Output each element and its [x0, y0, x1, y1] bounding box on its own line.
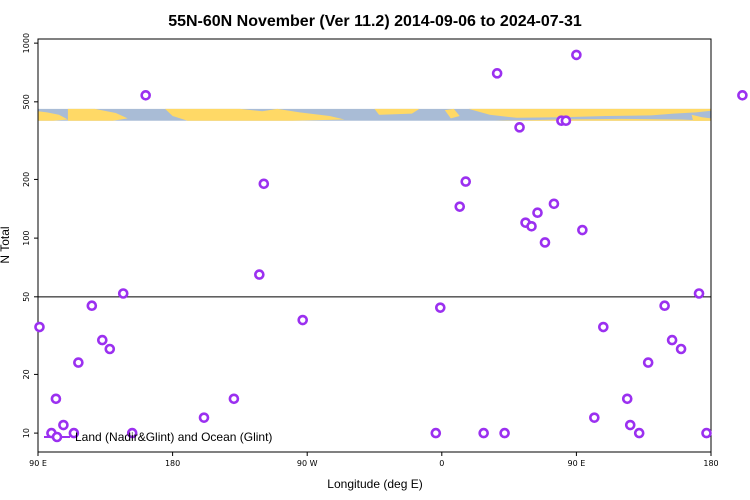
map-land-7 [691, 114, 711, 121]
data-point [514, 122, 525, 133]
world-map-strip [38, 108, 711, 121]
data-point [58, 419, 69, 431]
map-land-1 [67, 108, 128, 121]
y-tick-label: 100 [22, 230, 31, 245]
data-point [228, 393, 240, 405]
data-point [532, 207, 543, 219]
data-point [430, 427, 442, 439]
data-point [117, 288, 129, 299]
data-point [598, 321, 609, 333]
data-point [633, 427, 645, 439]
data-point [478, 427, 489, 439]
y-tick-label: 50 [22, 292, 31, 302]
data-point [621, 393, 633, 405]
x-axis-ticks: 90 E 180 90 W 0 90 E 180 [29, 452, 719, 468]
data-points [34, 49, 748, 439]
map-ocean [38, 108, 711, 121]
x-tick-label: 90 W [297, 459, 318, 468]
data-point [68, 427, 80, 439]
data-point [499, 427, 510, 439]
data-point [73, 357, 84, 368]
map-land-6 [494, 118, 711, 121]
data-point [140, 90, 151, 101]
data-point [198, 412, 210, 423]
data-point [297, 314, 309, 326]
data-point [97, 334, 108, 346]
map-land-2 [165, 108, 345, 121]
legend-marker [51, 431, 63, 443]
data-point [526, 220, 537, 232]
data-point [642, 357, 654, 368]
data-point [560, 115, 572, 127]
data-point [624, 419, 636, 431]
y-tick-label: 200 [22, 172, 31, 187]
data-point [460, 176, 472, 187]
legend-label: Land (Nadir&Glint) and Ocean (Glint) [75, 430, 272, 444]
x-axis-label: Longitude (deg E) [327, 477, 422, 491]
x-tick-label: 0 [439, 459, 444, 468]
y-tick-label: 10 [22, 428, 31, 438]
data-point [254, 269, 265, 280]
map-land-3 [374, 108, 420, 115]
data-point [491, 68, 503, 79]
data-point [659, 300, 670, 312]
data-point [34, 321, 45, 333]
data-point [675, 343, 687, 355]
x-tick-label: 90 E [568, 459, 586, 468]
data-point [571, 49, 582, 61]
data-point [737, 90, 748, 101]
data-point [548, 198, 560, 210]
data-point [126, 427, 138, 439]
data-point [666, 334, 678, 346]
y-axis-ticks: 10 20 50 100 200 500 1000 [22, 33, 38, 438]
map-land-5 [468, 108, 711, 118]
data-point [258, 178, 270, 190]
data-point [435, 302, 446, 313]
plot-frame [37, 38, 712, 453]
y-tick-label: 20 [22, 369, 31, 379]
data-point [539, 237, 551, 248]
data-point [701, 427, 712, 439]
data-point [454, 201, 466, 212]
x-tick-label: 180 [165, 459, 180, 468]
x-tick-label: 180 [703, 459, 718, 468]
data-point [86, 300, 98, 312]
data-point [50, 393, 62, 405]
y-axis-label: N Total [0, 226, 12, 263]
map-land-4 [444, 108, 460, 119]
y-tick-label: 1000 [22, 33, 31, 53]
map-land-0 [38, 111, 68, 121]
data-point [577, 224, 588, 236]
data-point [104, 343, 116, 355]
chart-title: 55N-60N November (Ver 11.2) 2014-09-06 t… [168, 13, 582, 30]
y-tick-label: 500 [22, 94, 31, 109]
data-point [589, 412, 600, 423]
x-tick-label: 90 E [29, 459, 47, 468]
data-point [693, 288, 705, 299]
legend: Land (Nadir&Glint) and Ocean (Glint) [44, 430, 272, 444]
